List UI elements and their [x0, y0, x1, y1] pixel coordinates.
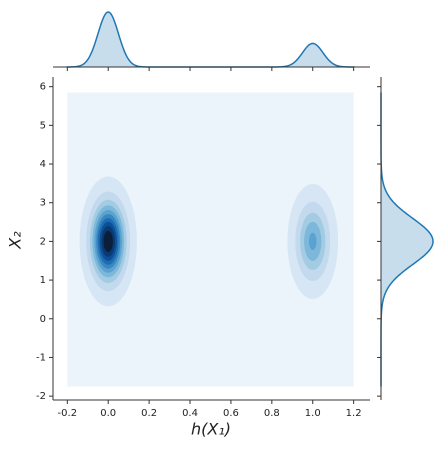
y-tick-label: 5: [40, 120, 46, 131]
x-tick-label: 1.2: [346, 408, 362, 419]
x-axis-label: h(X₁): [191, 420, 231, 439]
y-tick-label: 6: [40, 82, 46, 93]
kde-contour: [308, 232, 317, 251]
y-tick-label: 3: [40, 198, 46, 209]
x-marginal-fill: [67, 12, 354, 67]
y-tick-label: 1: [40, 275, 46, 286]
x-tick-label: 0.2: [141, 408, 157, 419]
y-tick-label: 4: [40, 159, 46, 170]
x-tick-label: 0.4: [182, 408, 198, 419]
y-tick-label: 0: [40, 314, 46, 325]
y-tick-label: 2: [40, 236, 46, 247]
y-tick-label: -1: [36, 352, 46, 363]
x-tick-label: 0.8: [264, 408, 280, 419]
kde-contour: [103, 230, 113, 253]
y-marginal-fill: [381, 92, 433, 387]
x-tick-label: -0.2: [58, 408, 78, 419]
x-tick-label: 1.0: [305, 408, 321, 419]
y-tick-label: -2: [36, 391, 46, 402]
x-tick-label: 0.0: [100, 408, 116, 419]
y-axis-label: X₂: [6, 231, 25, 250]
x-tick-label: 0.6: [223, 408, 239, 419]
